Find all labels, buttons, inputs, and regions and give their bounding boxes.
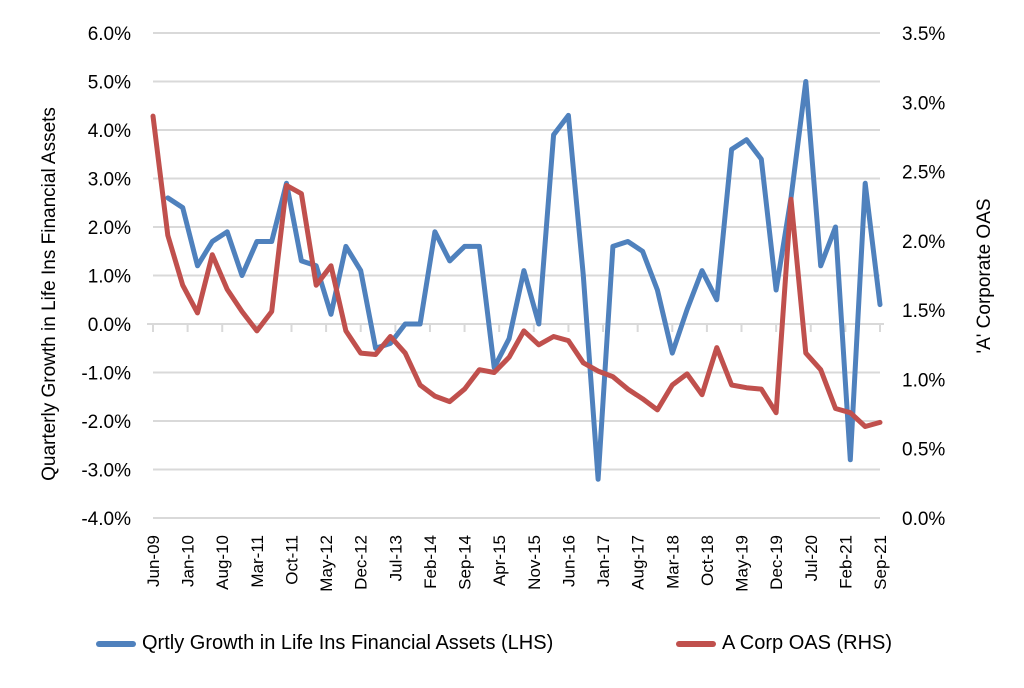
y-axis-left: -4.0% -3.0% -2.0% -1.0% 0.0% 1.0% 2.0% 3.0% 4.0%… bbox=[81, 24, 131, 530]
y-left-tick-label: 5.0% bbox=[88, 73, 131, 94]
y-left-tick-label: -3.0% bbox=[81, 461, 131, 482]
y-right-tick-label: 1.5% bbox=[902, 301, 945, 322]
y-left-tick-label: 1.0% bbox=[88, 267, 131, 288]
y-left-tick-label: 3.0% bbox=[88, 170, 131, 191]
x-tick-label: Aug-10 bbox=[213, 535, 232, 590]
x-tick-label: Aug-17 bbox=[629, 535, 648, 590]
x-tick-label: Jan-17 bbox=[594, 535, 613, 587]
y-left-tick-label: -2.0% bbox=[81, 412, 131, 433]
legend: Qrtly Growth in Life Ins Financial Asset… bbox=[0, 632, 1024, 672]
legend-swatch-growth bbox=[96, 640, 136, 647]
legend-item-oas: A Corp OAS (RHS) bbox=[676, 632, 892, 655]
y-left-tick-label: 2.0% bbox=[88, 218, 131, 239]
legend-swatch-oas bbox=[676, 640, 716, 647]
x-tick-label: Jan-10 bbox=[179, 535, 198, 587]
x-tick-label: Apr-15 bbox=[490, 535, 509, 586]
x-axis: Jun-09 Jan-10 Aug-10 Mar-11 Oct-11 May-12 Dec-… bbox=[144, 323, 890, 592]
y-right-tick-label: 0.5% bbox=[902, 440, 945, 461]
x-tick-label: Jul-13 bbox=[386, 535, 405, 581]
x-tick-label: Jul-20 bbox=[802, 535, 821, 581]
y-right-tick-label: 2.0% bbox=[902, 232, 945, 253]
legend-label-oas: A Corp OAS (RHS) bbox=[722, 632, 893, 654]
x-tick-label: Feb-21 bbox=[836, 535, 855, 589]
legend-item-growth: Qrtly Growth in Life Ins Financial Asset… bbox=[96, 632, 553, 655]
y-right-tick-label: 3.0% bbox=[902, 93, 945, 114]
x-tick-label: Dec-12 bbox=[352, 535, 371, 590]
x-tick-label: Dec-19 bbox=[767, 535, 786, 590]
y-left-tick-label: 4.0% bbox=[88, 121, 131, 142]
x-tick-label: Mar-18 bbox=[663, 535, 682, 589]
y-axis-left-title: Quarterly Growth in Life Ins Financial A… bbox=[39, 107, 60, 481]
y-right-tick-label: 3.5% bbox=[902, 24, 945, 45]
x-tick-label: Jun-09 bbox=[144, 535, 163, 587]
legend-label-growth: Qrtly Growth in Life Ins Financial Asset… bbox=[142, 632, 554, 654]
y-left-tick-label: 0.0% bbox=[88, 315, 131, 336]
y-axis-right-title: 'A' Corporate OAS bbox=[974, 198, 995, 353]
x-tick-label: Nov-15 bbox=[525, 535, 544, 590]
y-right-tick-label: 0.0% bbox=[902, 509, 945, 530]
y-left-tick-label: -1.0% bbox=[81, 364, 131, 385]
y-axis-right: 0.0% 0.5% 1.0% 1.5% 2.0% 2.5% 3.0% 3.5% bbox=[902, 24, 945, 530]
y-right-tick-label: 2.5% bbox=[902, 163, 945, 184]
x-tick-label: Mar-11 bbox=[248, 535, 267, 588]
x-tick-label: Sep-21 bbox=[871, 535, 890, 590]
x-tick-label: Jun-16 bbox=[559, 535, 578, 587]
y-right-tick-label: 1.0% bbox=[902, 370, 945, 391]
series-line-oas bbox=[150, 113, 883, 429]
x-tick-label: Oct-18 bbox=[698, 535, 717, 586]
x-tick-label: Sep-14 bbox=[456, 535, 475, 590]
x-tick-label: May-19 bbox=[733, 535, 752, 592]
x-tick-label: Oct-11 bbox=[282, 535, 301, 585]
x-tick-label: Feb-14 bbox=[421, 535, 440, 589]
y-left-tick-label: -4.0% bbox=[81, 509, 131, 530]
y-left-tick-label: 6.0% bbox=[88, 24, 131, 45]
x-tick-label: May-12 bbox=[317, 535, 336, 592]
series-lines bbox=[150, 79, 883, 482]
gridlines bbox=[153, 32, 880, 519]
